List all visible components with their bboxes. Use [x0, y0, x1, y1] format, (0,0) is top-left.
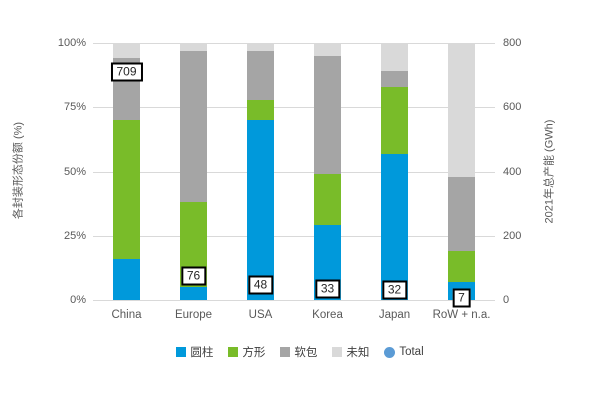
total-data-label: 33 [314, 279, 341, 299]
bar-segment [113, 258, 140, 300]
gridline [93, 171, 495, 173]
legend-label: 圆柱 [190, 347, 214, 359]
right-tick-label: 200 [503, 229, 522, 242]
bar-segment [314, 43, 341, 56]
right-tick-label: 400 [503, 165, 522, 178]
left-tick-label: 25% [63, 229, 86, 242]
legend-square-icon [176, 347, 187, 357]
bar-europe [180, 43, 207, 300]
x-axis-label: Japan [378, 309, 411, 321]
bar-segment [314, 174, 341, 226]
right-tick-label: 600 [503, 101, 522, 114]
legend-circle-icon [384, 346, 396, 358]
bar-row-n-a- [448, 43, 475, 300]
left-tick-label: 75% [63, 101, 86, 114]
right-tick-label: 800 [503, 37, 522, 49]
bar-segment [180, 287, 207, 300]
x-axis-label: Europe [174, 309, 213, 321]
total-data-label: 76 [180, 266, 207, 286]
total-data-label: 32 [381, 280, 408, 300]
legend-label: Total [399, 346, 424, 358]
legend-item-未知: 未知 [332, 344, 369, 360]
bar-segment [381, 153, 408, 300]
legend-label: 方形 [242, 347, 266, 359]
left-tick-label: 100% [57, 37, 86, 49]
legend-item-软包: 软包 [280, 344, 317, 360]
gridline [93, 235, 495, 237]
bar-segment [113, 120, 140, 259]
bar-segment [180, 43, 207, 51]
legend-square-icon [228, 347, 239, 357]
bar-segment [448, 176, 475, 252]
bar-segment [180, 50, 207, 203]
bar-segment [247, 99, 274, 121]
legend-item-方形: 方形 [228, 344, 265, 360]
x-axis-label: Korea [312, 309, 343, 321]
left-axis-title: 各封装形态份额 (%) [12, 121, 25, 220]
bar-korea [314, 43, 341, 300]
gridline [93, 43, 495, 44]
total-data-label: 48 [247, 275, 274, 295]
x-axis-label: USA [248, 309, 273, 321]
bar-segment [247, 120, 274, 300]
legend-item-total: Total [384, 346, 424, 358]
bar-segment [113, 43, 140, 59]
plot-area: 709 76 48 33 32 7 [93, 43, 495, 308]
legend-label: 未知 [346, 347, 370, 359]
bar-segment [381, 86, 408, 154]
total-data-label: 7 [452, 288, 471, 308]
bar-segment [314, 55, 341, 175]
left-tick-label: 50% [63, 165, 86, 178]
x-axis-label: RoW + n.a. [432, 309, 491, 321]
legend-label: 软包 [294, 347, 318, 359]
right-tick-label: 0 [503, 294, 510, 306]
bar-segment [247, 50, 274, 100]
gridline [93, 300, 495, 301]
x-axis-label: China [111, 309, 142, 321]
legend-square-icon [332, 347, 343, 357]
left-tick-label: 0% [70, 294, 86, 306]
gridline [93, 107, 495, 109]
legend-square-icon [280, 347, 291, 357]
bar-segment [448, 251, 475, 283]
bar-segment [381, 43, 408, 72]
legend: 圆柱 方形 软包 未知 Total [0, 344, 600, 360]
bar-usa [247, 43, 274, 300]
legend-item-圆柱: 圆柱 [176, 344, 213, 360]
bar-segment [448, 43, 475, 177]
bar-segment [247, 43, 274, 51]
bar-japan [381, 43, 408, 300]
total-data-label: 709 [110, 62, 143, 82]
bar-segment [381, 71, 408, 87]
